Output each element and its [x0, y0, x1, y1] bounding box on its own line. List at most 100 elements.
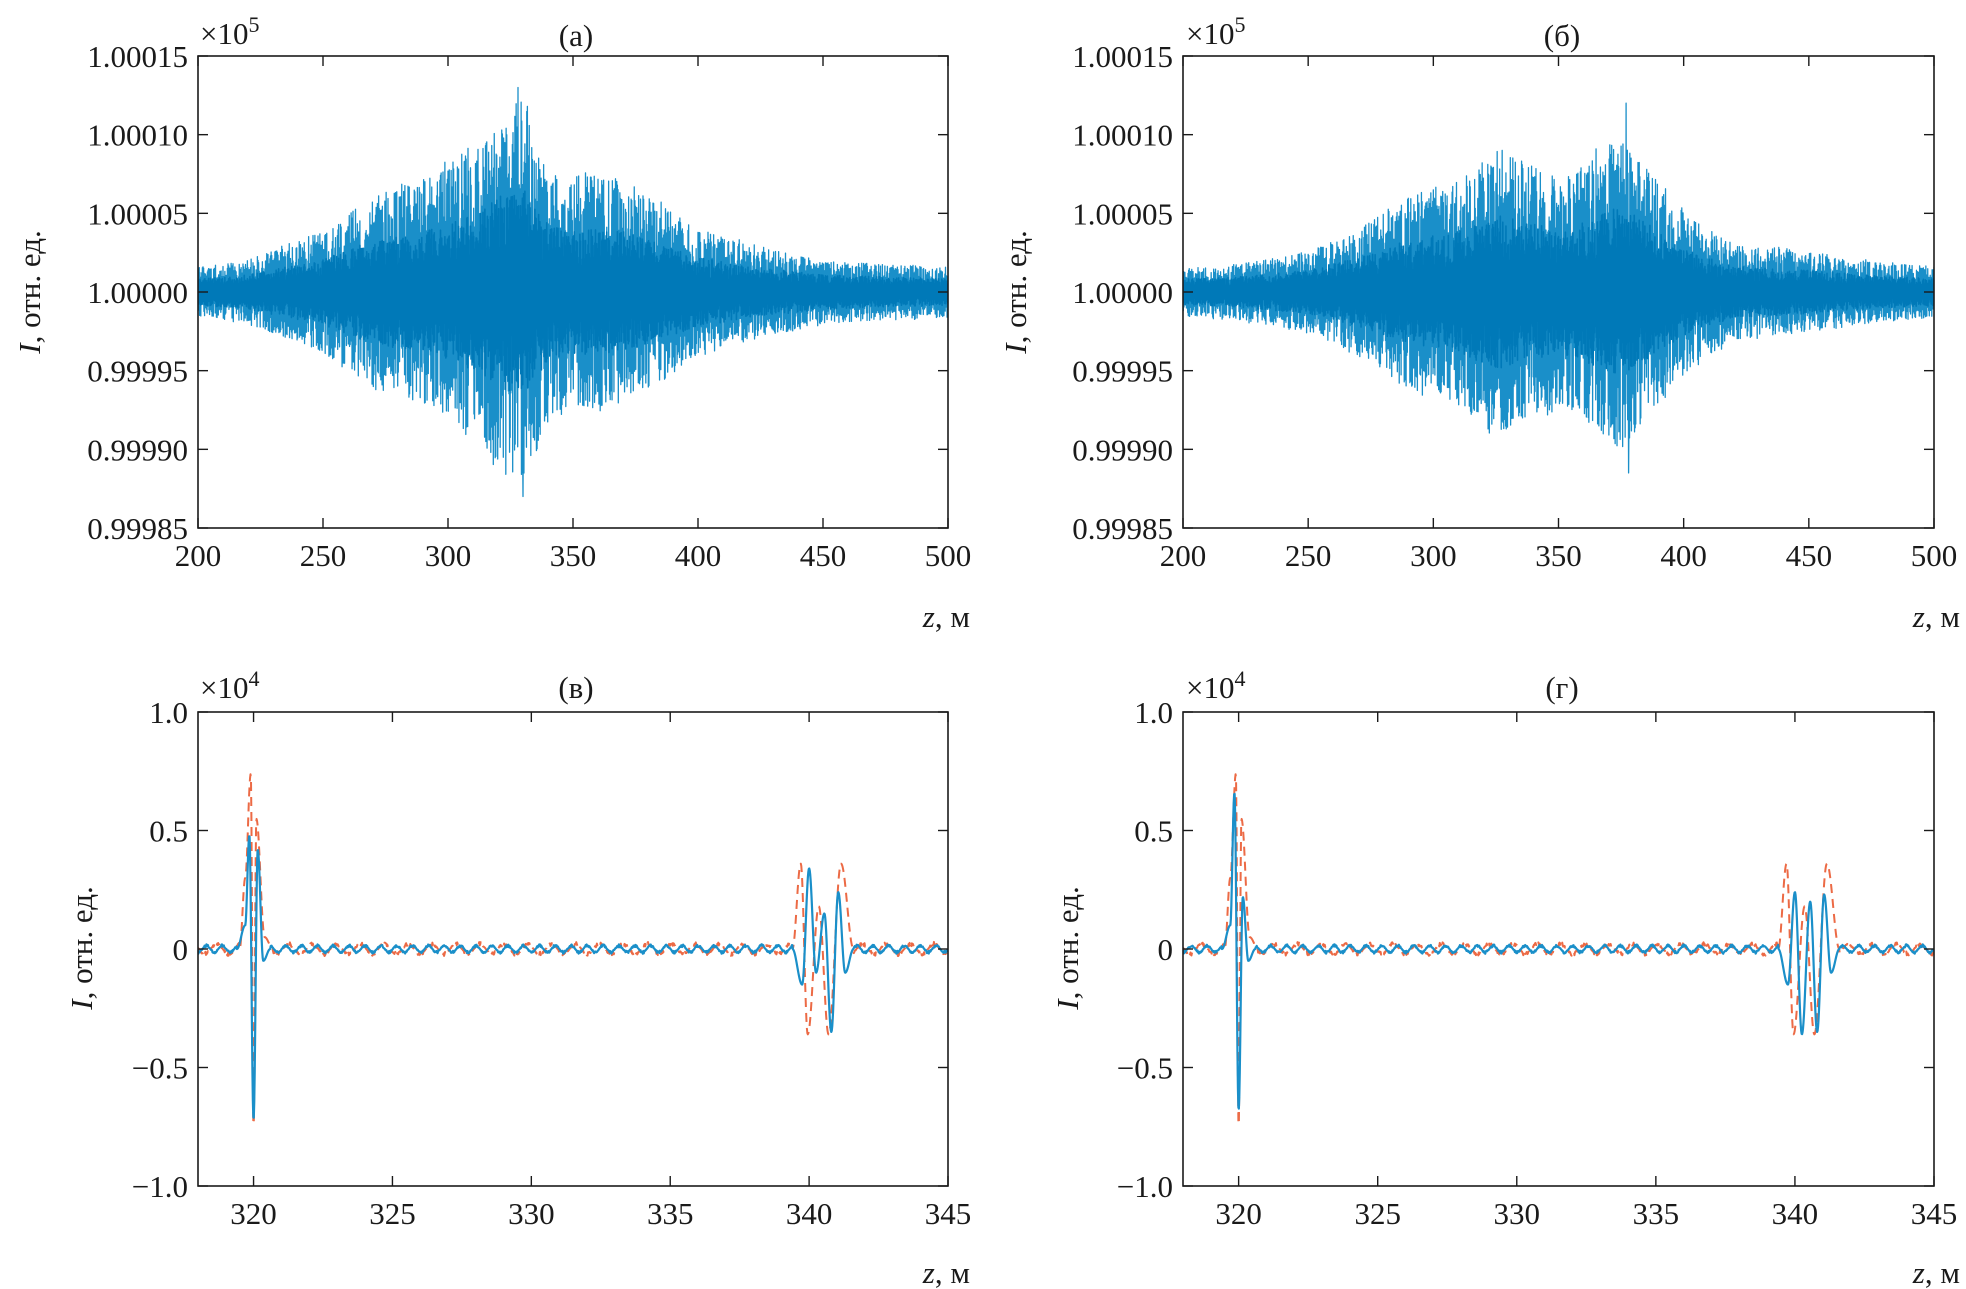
panel-a-series [198, 86, 948, 498]
panel-d-x-tick-label: 340 [1772, 1196, 1819, 1231]
panel-a-y-unit: , отн. ед. [12, 230, 47, 343]
panel-a-x-tick-label: 500 [925, 538, 972, 573]
panel-b-multiplier: ×105 [1186, 12, 1245, 51]
panel-b-y-var: I [998, 342, 1033, 355]
panel-d-series [1183, 773, 1934, 1126]
panel-b-y-axis-label: I, отн. ед. [998, 230, 1033, 354]
panel-a-y-tick-label: 1.00015 [87, 39, 188, 74]
panel-c-y-axis-label: I, отн. ед. [64, 886, 99, 1010]
panel-d-x-tick-label: 320 [1215, 1196, 1262, 1231]
panel-b-y-tick-label: 0.99995 [1072, 354, 1173, 389]
panel-b-y-tick-label: 1.00005 [1072, 196, 1173, 231]
panel-b-x-tick-label: 250 [1285, 538, 1332, 573]
panel-c-x-tick-label: 345 [925, 1196, 972, 1231]
panel-a-multiplier-base: ×10 [200, 16, 248, 51]
panel-b-line-intensity-core [1183, 208, 1934, 374]
panel-d-y-var: I [1050, 998, 1085, 1011]
panel-d-x-tick-label: 325 [1354, 1196, 1401, 1231]
panel-b-series [1183, 102, 1934, 474]
panel-d-x-axis-label: z, м [1912, 1255, 1960, 1289]
panel-c-multiplier: ×104 [200, 666, 259, 705]
panel-c-x-var: z [922, 1255, 935, 1289]
panel-b-x-tick-label: 400 [1660, 538, 1707, 573]
panel-c-x-tick-label: 320 [230, 1196, 277, 1231]
panel-d: (г) ×104 320 325 330 335 340 345 −1.0 −0.5 0 0.5 1… [1050, 666, 1960, 1289]
panel-b-x-tick-label: 450 [1786, 538, 1833, 573]
panel-d-y-tick-label: −1.0 [1117, 1169, 1173, 1204]
panel-b-multiplier-base: ×10 [1186, 16, 1234, 51]
panel-c-x-tick-label: 335 [647, 1196, 694, 1231]
panel-b-x-axis-label: z, м [1912, 599, 1960, 634]
panel-a-y-tick-label: 0.99995 [87, 354, 188, 389]
panel-c-x-tick-label: 340 [786, 1196, 833, 1231]
panel-b-y-tick-label: 0.99985 [1072, 511, 1173, 546]
panel-a: (а) ×105 200 250 300 350 400 450 500 0.99985 0.9… [12, 12, 971, 634]
panel-b-x-tick-label: 300 [1410, 538, 1457, 573]
panel-d-title: (г) [1545, 670, 1578, 705]
panel-c-x-tick-label: 325 [369, 1196, 416, 1231]
panel-b-y-unit: , отн. ед. [998, 230, 1033, 343]
panel-d-x-unit: , м [1925, 1255, 1960, 1289]
panel-a-y-tick-label: 1.00005 [87, 196, 188, 231]
panel-a-x-tick-label: 200 [175, 538, 222, 573]
panel-b-plot: 200 250 300 350 400 450 500 0.99985 0.99990 0.999… [1072, 39, 1957, 573]
panel-a-line-intensity-core [198, 190, 948, 392]
panel-a-x-tick-label: 350 [550, 538, 597, 573]
panel-c-line-signal [198, 835, 948, 1119]
panel-c-y-tick-label: 0.5 [149, 814, 188, 849]
panel-c-y-tick-label: 1.0 [149, 695, 188, 730]
panel-d-y-tick-label: 1.0 [1134, 695, 1173, 730]
panel-a-y-tick-label: 1.00000 [87, 275, 188, 310]
panel-b-x-tick-label: 500 [1911, 538, 1958, 573]
panel-c: (в) ×104 320 325 330 335 340 345 −1.0 −0.5 0 0.5 1… [64, 666, 971, 1289]
panel-d-y-tick-label: −0.5 [1117, 1051, 1173, 1086]
panel-d-y-axis-label: I, отн. ед. [1050, 886, 1085, 1010]
panel-a-y-axis-label: I, отн. ед. [12, 230, 47, 354]
panel-c-series [198, 773, 948, 1126]
panel-d-multiplier-exp: 4 [1234, 666, 1245, 691]
panel-c-x-axis-label: z, м [922, 1255, 970, 1289]
panel-c-title: (в) [558, 670, 593, 705]
panel-d-x-var: z [1912, 1255, 1925, 1289]
panel-a-x-unit: , м [935, 599, 970, 634]
panel-b-x-var: z [1912, 599, 1925, 634]
panel-a-plot: 200 250 300 350 400 450 500 0.99985 0.99990 0.999… [87, 39, 971, 573]
panel-b-y-tick-label: 0.99990 [1072, 432, 1173, 467]
panel-b-x-tick-label: 200 [1160, 538, 1207, 573]
panel-d-y-unit: , отн. ед. [1050, 886, 1085, 999]
panel-d-y-tick-label: 0.5 [1134, 814, 1173, 849]
panel-b: (б) ×105 200 250 300 350 400 450 500 0.99985 0.9… [998, 12, 1960, 634]
panel-d-multiplier: ×104 [1186, 666, 1245, 705]
panel-b-y-tick-label: 1.00000 [1072, 275, 1173, 310]
panel-c-multiplier-base: ×10 [200, 670, 248, 705]
panel-c-y-tick-label: −0.5 [132, 1051, 188, 1086]
panel-b-y-tick-label: 1.00015 [1072, 39, 1173, 74]
panel-c-multiplier-exp: 4 [248, 666, 259, 691]
panel-a-y-tick-label: 0.99990 [87, 432, 188, 467]
panel-a-y-tick-label: 1.00010 [87, 118, 188, 153]
panel-c-y-tick-label: 0 [173, 932, 189, 967]
panel-b-title: (б) [1544, 18, 1580, 53]
panel-c-y-tick-label: −1.0 [132, 1169, 188, 1204]
panel-a-x-tick-label: 250 [300, 538, 347, 573]
panel-c-y-var: I [64, 998, 99, 1011]
panel-d-multiplier-base: ×10 [1186, 670, 1234, 705]
panel-a-multiplier: ×105 [200, 12, 259, 51]
panel-a-y-tick-label: 0.99985 [87, 511, 188, 546]
panel-a-title: (а) [559, 18, 593, 53]
panel-c-plot: 320 325 330 335 340 345 −1.0 −0.5 0 0.5 1.0 [132, 695, 971, 1231]
panel-d-x-tick-label: 345 [1911, 1196, 1958, 1231]
panel-a-x-tick-label: 400 [675, 538, 722, 573]
panel-c-x-unit: , м [935, 1255, 970, 1289]
panel-b-multiplier-exp: 5 [1234, 12, 1245, 37]
panel-c-y-unit: , отн. ед. [64, 886, 99, 999]
panel-c-line-envelope [198, 773, 948, 1126]
panel-b-y-tick-label: 1.00010 [1072, 118, 1173, 153]
panel-a-multiplier-exp: 5 [248, 12, 259, 37]
panel-b-x-tick-label: 350 [1535, 538, 1582, 573]
panel-d-line-signal [1183, 792, 1934, 1110]
panel-a-x-var: z [922, 599, 935, 634]
panel-d-x-tick-label: 330 [1494, 1196, 1541, 1231]
panel-a-x-tick-label: 450 [800, 538, 847, 573]
panel-d-plot: 320 325 330 335 340 345 −1.0 −0.5 0 0.5 1.0 [1117, 695, 1957, 1231]
